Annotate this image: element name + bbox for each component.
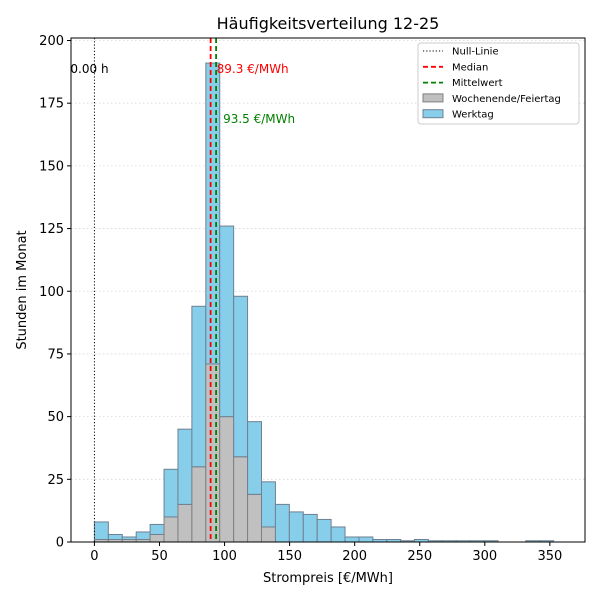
bar-weekend [247, 493, 263, 543]
bar-weekday [219, 225, 235, 418]
bar-weekday [288, 511, 304, 543]
y-tick-label: 200 [39, 34, 64, 49]
reference-annotation: 93.5 €/MWh [223, 112, 295, 126]
bar-weekday [135, 531, 151, 540]
legend-label: Null-Linie [452, 47, 499, 58]
bar-weekday [93, 521, 109, 540]
x-axis-label: Strompreis [€/MWh] [263, 571, 393, 586]
y-tick-label: 125 [39, 222, 64, 237]
bar-weekday [177, 428, 193, 505]
chart-title: Häufigkeitsverteilung 12-25 [217, 14, 440, 33]
bar-weekend [191, 466, 207, 543]
y-tick-label: 25 [47, 473, 64, 488]
bar-weekday [302, 513, 318, 543]
reference-lines: 0.00 h 89.3 €/MWh 93.5 €/MWh [70, 38, 295, 542]
x-tick-label: 300 [472, 549, 497, 564]
bar-weekend [219, 416, 235, 543]
legend-label: Median [452, 62, 488, 73]
legend-box [417, 42, 580, 125]
bar-weekend [261, 526, 276, 543]
legend: Null-Linie Median Mittelwert Wochenende/Fei… [417, 42, 580, 125]
bar-weekday [163, 468, 179, 518]
legend-label: Mittelwert [452, 78, 503, 89]
x-tick-label: 350 [537, 549, 562, 564]
x-tick-label: 150 [277, 549, 302, 564]
y-tick-label: 50 [47, 410, 64, 425]
bar-weekday [149, 523, 165, 535]
y-tick-label: 0 [56, 536, 64, 551]
x-tick-label: 0 [90, 549, 98, 564]
bar-weekday [316, 518, 332, 543]
x-tick-label: 250 [407, 549, 432, 564]
bar-weekend [177, 503, 193, 543]
bar-weekday [344, 536, 360, 543]
bar-weekday [261, 481, 276, 528]
x-tick-label: 200 [342, 549, 367, 564]
bar-weekend [163, 516, 179, 543]
bar-weekday [233, 295, 249, 458]
legend-label: Werktag [452, 110, 494, 121]
bar-weekend [233, 456, 249, 543]
bar-weekday [191, 305, 207, 468]
y-tick-label: 75 [47, 347, 64, 362]
legend-label: Wochenende/Feiertag [452, 94, 561, 105]
y-axis-label: Stunden im Monat [15, 230, 30, 349]
bar-weekday [330, 526, 346, 543]
bar-weekday [274, 503, 290, 543]
bar-weekday [205, 62, 221, 365]
bar-weekday [121, 536, 137, 540]
reference-annotation: 89.3 €/MWh [217, 62, 289, 76]
reference-annotation: 0.00 h [70, 62, 108, 76]
axis-ticks: 0 50 100 150 200 250 300 350 0 25 50 75 100 125 150 175… [39, 34, 562, 564]
legend-swatch [422, 93, 444, 103]
x-tick-label: 50 [151, 549, 168, 564]
legend-swatch [422, 109, 444, 119]
bar-weekend [205, 363, 221, 543]
bar-weekend [149, 533, 165, 543]
x-tick-label: 100 [212, 549, 237, 564]
bar-weekday [358, 536, 374, 543]
y-tick-label: 150 [39, 159, 64, 174]
plot-frame [70, 37, 586, 543]
bar-weekday [107, 533, 123, 540]
y-tick-label: 100 [39, 285, 64, 300]
y-tick-label: 175 [39, 97, 64, 112]
bar-weekday [247, 421, 263, 495]
